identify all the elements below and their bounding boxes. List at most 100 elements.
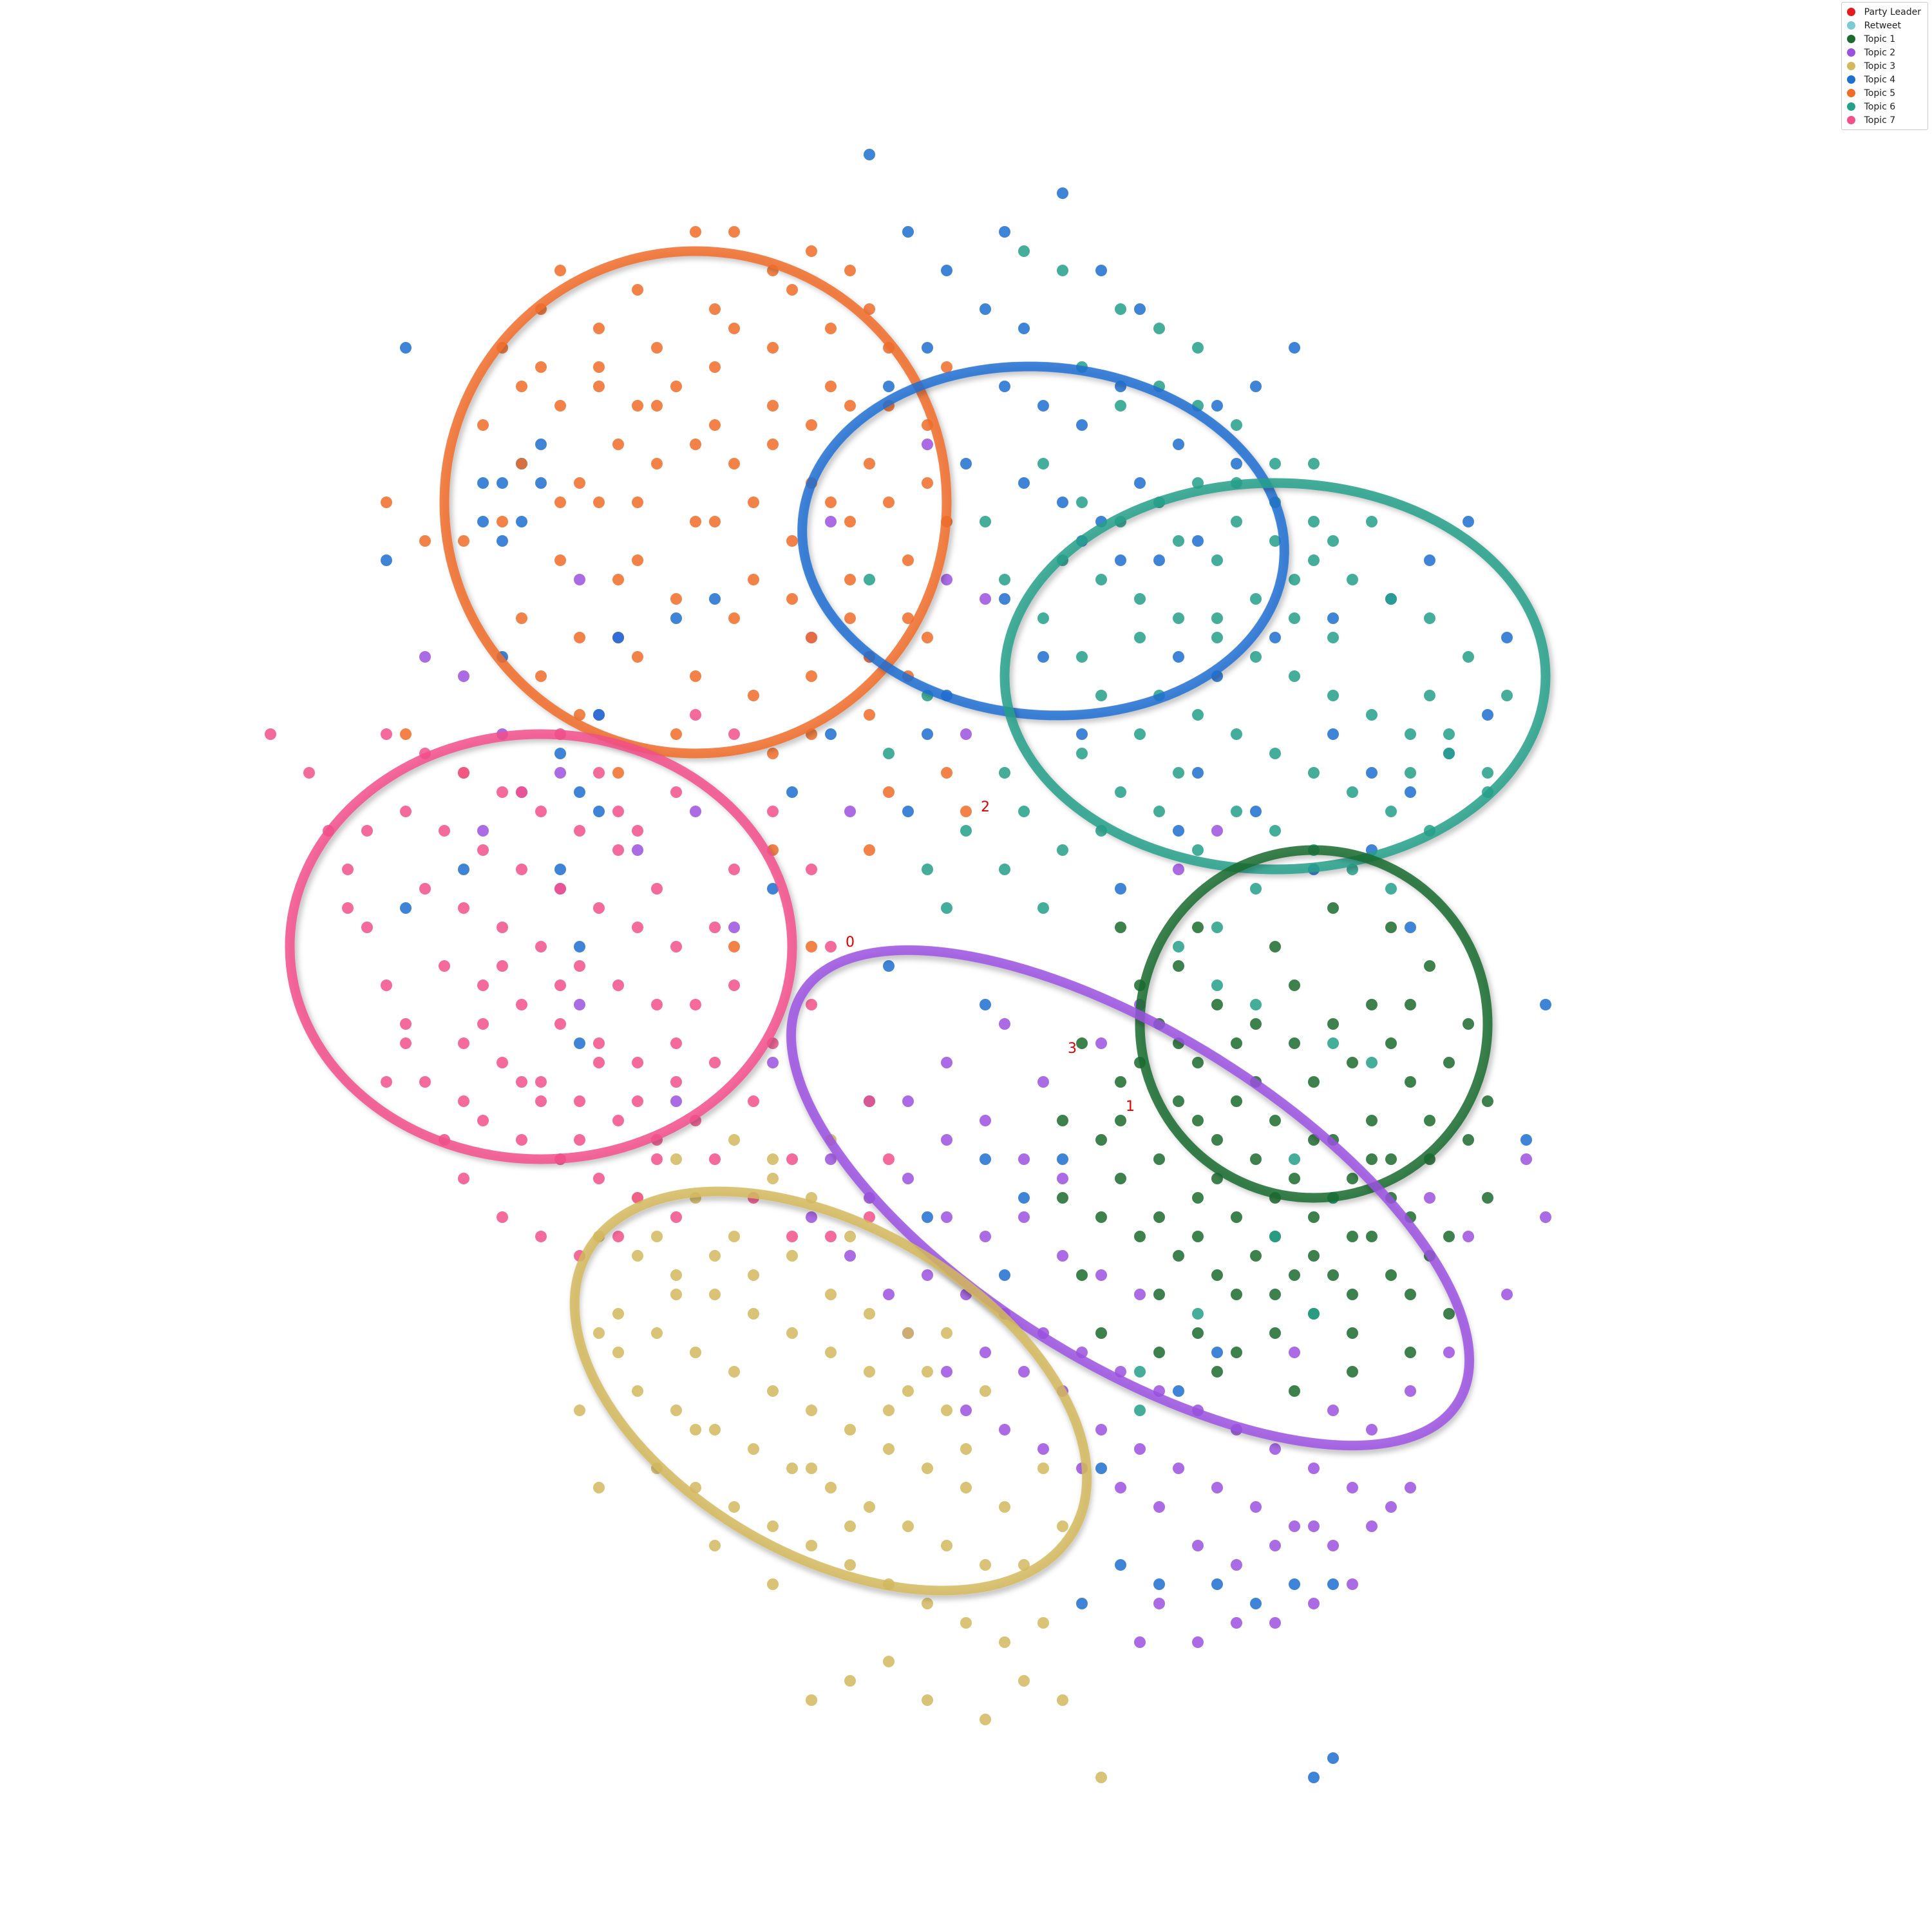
point-topic-3-28 [941,1540,952,1551]
point-topic-1-21 [1366,1115,1378,1126]
legend-label: Party Leader [1864,6,1921,17]
point-topic-7-11 [554,883,566,895]
point-topic-4-46 [516,516,527,527]
point-topic-6-4 [1192,342,1204,354]
point-topic-4-85 [1211,1578,1223,1590]
point-topic-5-84 [516,381,527,392]
point-topic-3-32 [767,1520,779,1532]
point-topic-1-23 [1443,1057,1455,1068]
ellipse-topic-6 [999,478,1551,875]
point-topic-3-47 [786,1250,798,1262]
point-topic-4-101 [1037,651,1049,663]
point-topic-2-12 [922,1269,933,1281]
point-topic-5-77 [748,574,759,585]
point-topic-5-26 [902,554,914,566]
point-topic-5-97 [883,786,895,798]
point-topic-5-50 [728,323,740,334]
point-topic-6-101 [1134,1405,1146,1416]
point-topic-3-46 [748,1269,759,1281]
legend-item: Topic 4 [1846,73,1921,86]
point-topic-7-16 [497,922,508,933]
point-topic-6-85 [1405,767,1416,779]
point-topic-1-63 [1057,1192,1068,1204]
point-topic-2-94 [1289,1347,1300,1358]
point-topic-7-62 [709,922,721,933]
point-topic-2-21 [1269,1443,1281,1455]
legend-label: Topic 6 [1864,101,1896,112]
point-topic-6-67 [1173,535,1184,547]
point-topic-3-12 [690,1347,701,1358]
point-topic-1-19 [1289,1173,1300,1184]
point-topic-4-100 [1076,728,1088,740]
point-topic-5-76 [709,516,721,527]
point-topic-2-28 [1173,1463,1184,1474]
point-topic-7-43 [381,980,392,991]
point-topic-4-15 [960,458,972,469]
annotation-label-3: 1 [1126,1099,1135,1115]
point-topic-3-61 [1018,1559,1030,1571]
point-topic-1-13 [1424,960,1435,972]
point-topic-1-78 [1250,1250,1262,1262]
point-topic-4-79 [1115,883,1126,895]
point-topic-5-70 [728,458,740,469]
point-topic-1-35 [1134,1231,1146,1242]
point-topic-2-90 [1327,1405,1339,1416]
point-topic-4-40 [1405,786,1416,798]
point-topic-6-76 [1250,999,1262,1010]
point-topic-6-97 [1269,1231,1281,1242]
point-topic-1-85 [1115,1076,1126,1088]
point-topic-4-73 [980,1153,991,1165]
point-topic-4-48 [477,516,489,527]
point-topic-1-67 [1289,1385,1300,1397]
point-topic-2-37 [1269,1540,1281,1551]
point-topic-4-10 [1076,419,1088,431]
point-topic-2-76 [458,670,469,682]
point-topic-2-91 [1366,1424,1378,1435]
point-topic-6-54 [999,767,1010,779]
point-topic-5-42 [748,690,759,701]
legend-label: Topic 5 [1864,88,1896,99]
point-topic-3-18 [922,1463,933,1474]
point-topic-4-0 [864,149,875,160]
point-topic-6-31 [1289,670,1300,682]
point-topic-7-51 [612,1231,624,1242]
point-topic-3-66 [690,1424,701,1435]
point-topic-1-75 [1347,1231,1358,1242]
point-topic-5-23 [728,612,740,624]
point-topic-4-8 [1134,303,1146,315]
point-topic-4-12 [999,381,1010,392]
point-topic-2-38 [1308,1520,1320,1532]
point-topic-4-37 [1482,709,1493,721]
point-topic-4-19 [1134,477,1146,489]
point-topic-2-78 [690,806,701,817]
point-topic-7-63 [728,980,740,991]
point-topic-5-63 [419,535,431,547]
point-topic-3-76 [1095,1772,1107,1783]
point-topic-6-39 [1231,728,1242,740]
point-topic-4-16 [1018,477,1030,489]
point-topic-6-95 [883,748,895,759]
point-topic-7-88 [670,1037,682,1049]
legend: Party Leader Retweet Topic 1 Topic 2 Topic 3… [1841,2,1928,130]
point-topic-7-79 [477,1018,489,1030]
point-topic-5-18 [864,458,875,469]
point-topic-5-54 [844,516,856,527]
point-topic-3-8 [902,1385,914,1397]
point-topic-3-6 [825,1347,837,1358]
point-topic-3-3 [709,1289,721,1300]
point-topic-5-67 [400,728,412,740]
legend-swatch [1846,116,1855,124]
point-topic-3-25 [825,1482,837,1493]
point-topic-2-34 [1405,1482,1416,1493]
point-topic-1-59 [1385,922,1397,933]
legend-label: Topic 7 [1864,115,1896,126]
point-topic-6-34 [1405,728,1416,740]
point-topic-4-93 [1540,999,1551,1010]
point-topic-2-33 [1366,1520,1378,1532]
annotation-label-0: 0 [846,934,855,951]
point-topic-4-25 [1192,535,1204,547]
point-topic-2-60 [941,574,952,585]
point-topic-4-60 [574,1037,585,1049]
point-topic-7-44 [400,1037,412,1049]
point-topic-5-68 [651,458,663,469]
